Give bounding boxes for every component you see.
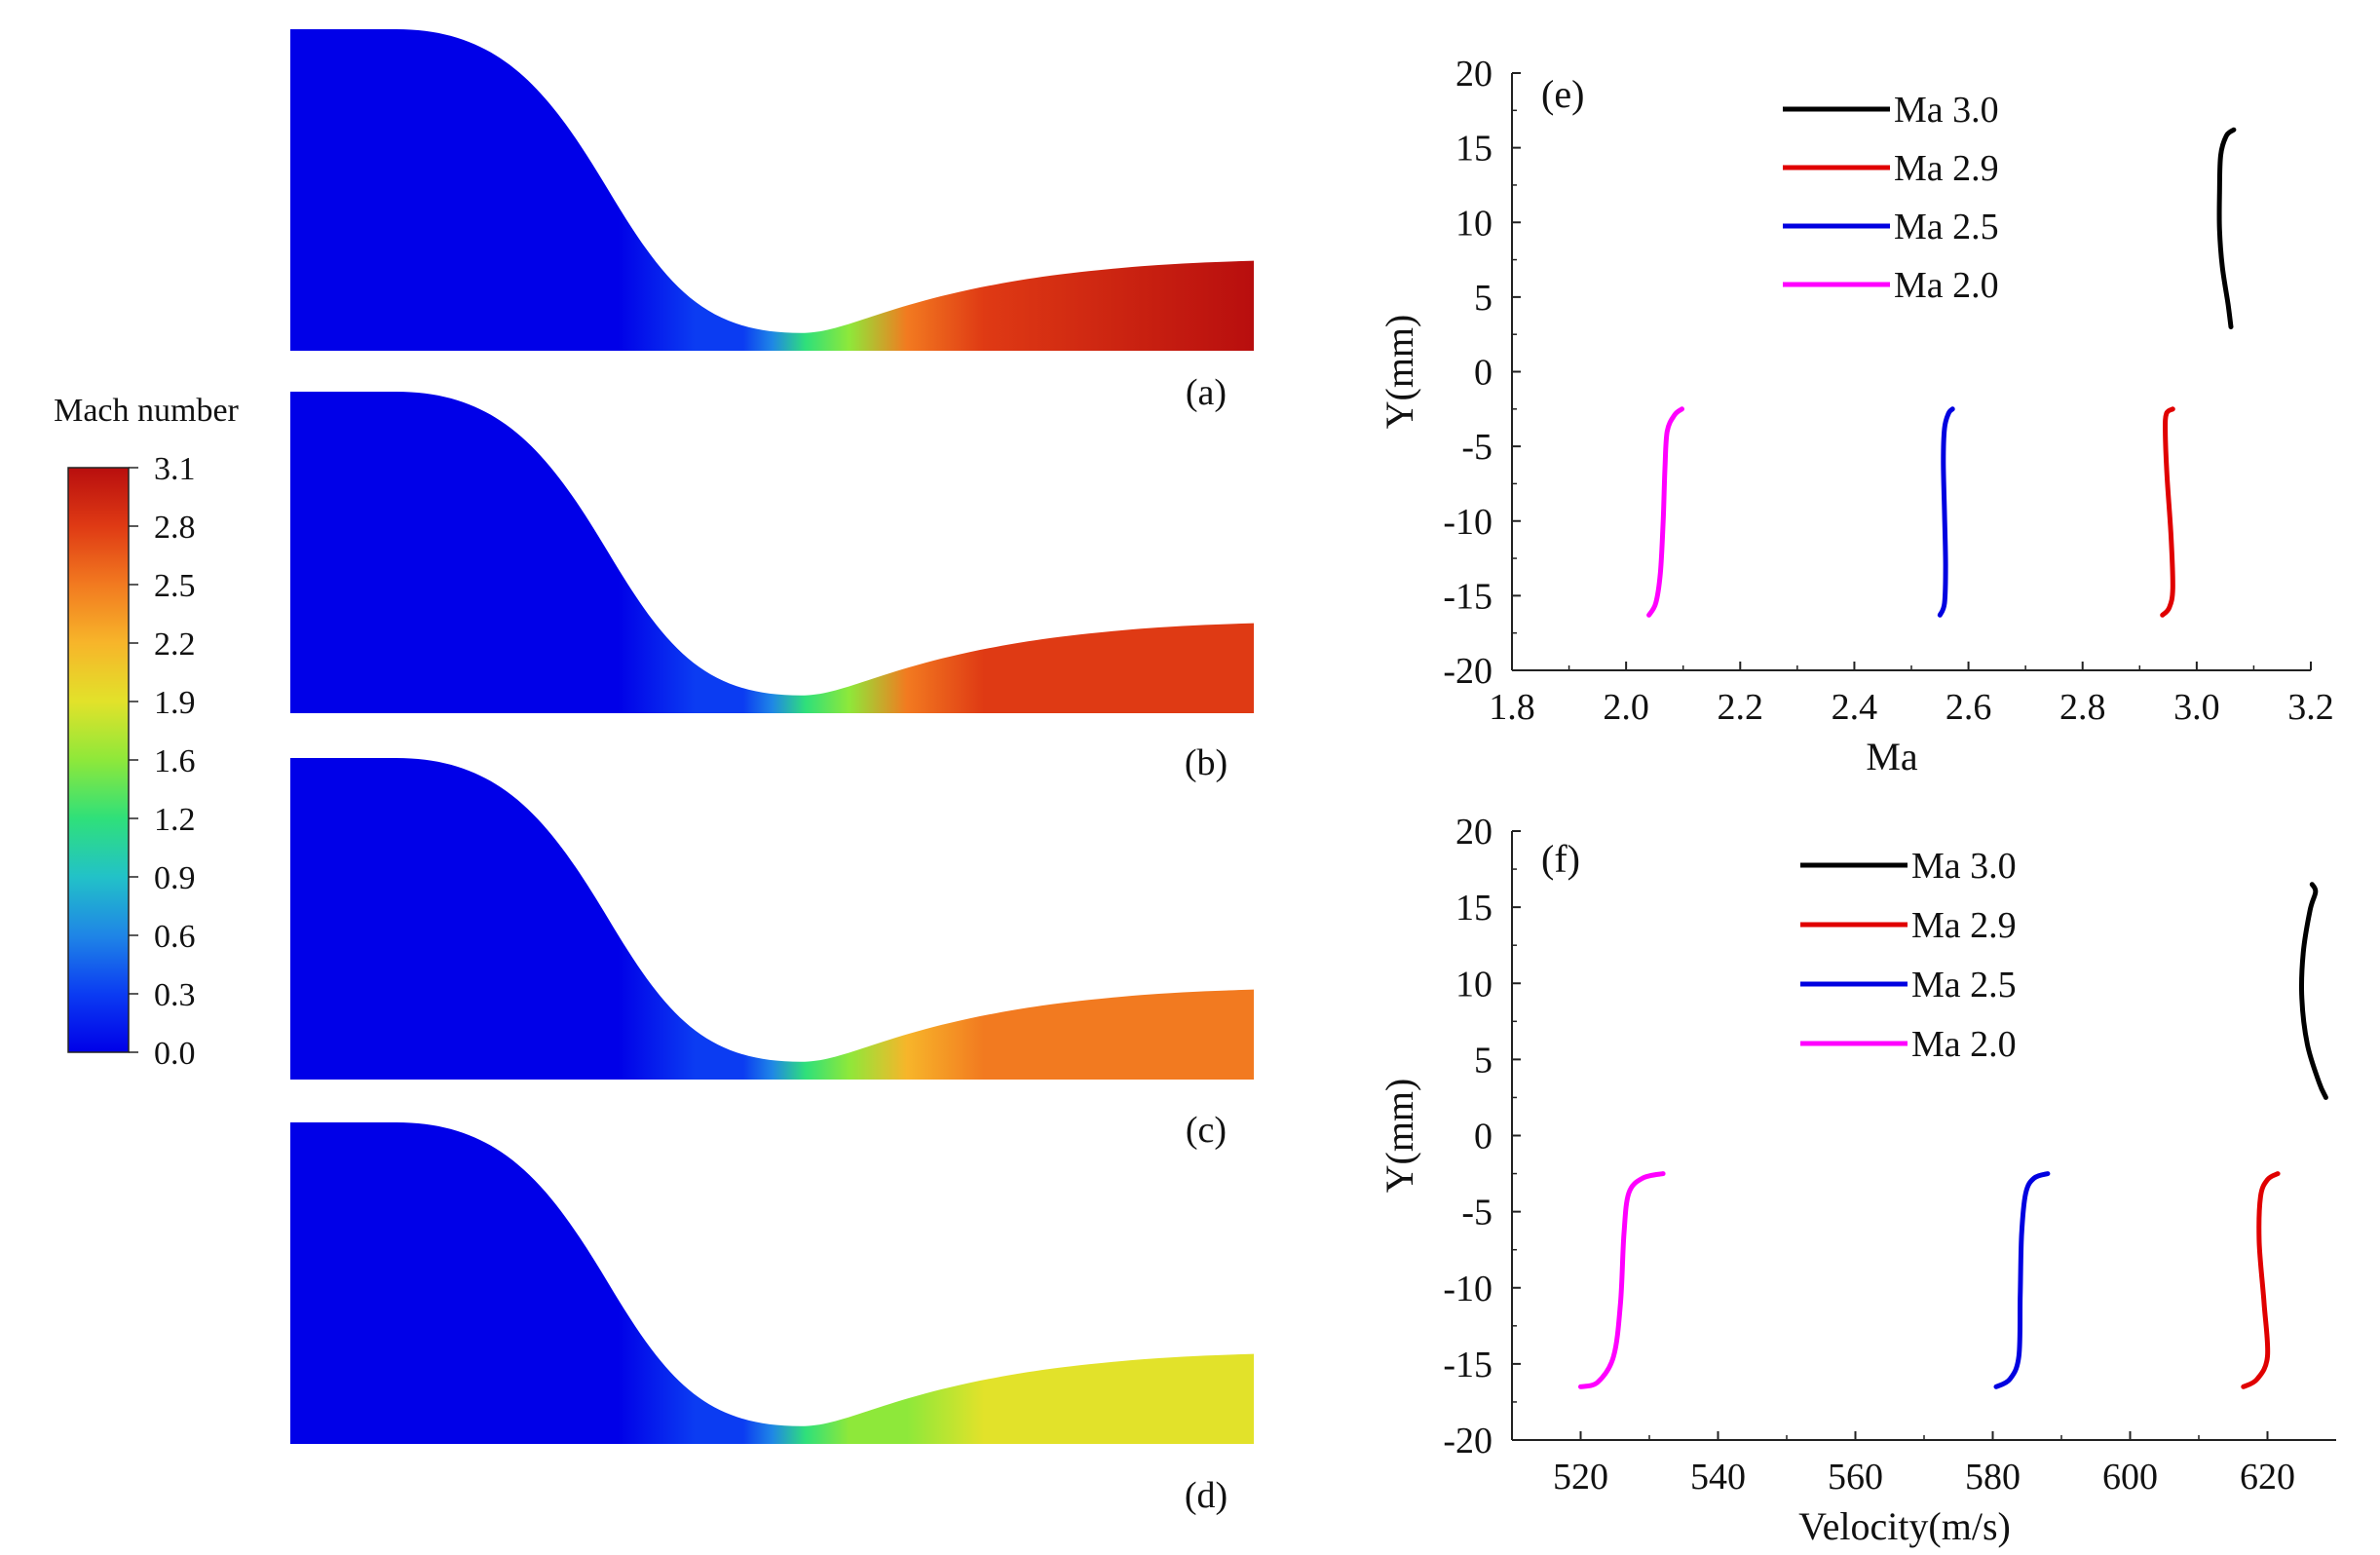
y-tick-label: -20 (1443, 651, 1492, 692)
colorbar-tick-label: 3.1 (154, 451, 196, 487)
x-tick-label: 560 (1828, 1457, 1883, 1498)
colorbar-tick-label: 0.9 (154, 860, 196, 896)
legend-label: Ma 2.9 (1894, 148, 1999, 189)
legend-label: Ma 2.9 (1911, 905, 2017, 946)
x-tick-label: 540 (1690, 1457, 1746, 1498)
x-axis-label: Ma (1866, 735, 1918, 778)
x-tick-label: 1.8 (1489, 687, 1535, 728)
y-tick-label: -10 (1443, 502, 1492, 543)
x-tick-label: 2.2 (1718, 687, 1764, 728)
x-tick-label: 2.8 (2059, 687, 2106, 728)
x-tick-label: 3.2 (2287, 687, 2334, 728)
series-line (2160, 406, 2175, 618)
series-line (2216, 127, 2237, 329)
legend-label: Ma 3.0 (1894, 90, 1999, 131)
y-tick-label: 20 (1455, 54, 1492, 95)
series-line (1993, 1171, 2051, 1389)
colorbar-tick-label: 0.0 (154, 1036, 196, 1072)
nozzle-contour (290, 758, 1254, 1080)
colorbar-title: Mach number (54, 393, 239, 429)
series-line (2241, 1171, 2281, 1389)
y-tick-label: 15 (1455, 129, 1492, 170)
nozzle-contour (290, 1122, 1254, 1444)
series-line (1646, 406, 1684, 618)
y-tick-label: -5 (1461, 1193, 1492, 1233)
colorbar-tick-label: 2.2 (154, 626, 196, 663)
colorbar: Mach number 3.1 2.8 2.5 2.2 1.9 1.6 1.2 0.9 0.6 0… (54, 393, 239, 1072)
y-tick-label: -15 (1443, 1345, 1492, 1385)
y-tick-label: 0 (1474, 353, 1492, 394)
y-axis-label: Y(mm) (1378, 1079, 1421, 1194)
legend-label: Ma 2.5 (1894, 207, 1999, 247)
legend-label: Ma 2.0 (1911, 1024, 2017, 1065)
y-tick-label: 0 (1474, 1117, 1492, 1157)
y-tick-label: 5 (1474, 1040, 1492, 1081)
x-tick-label: 2.4 (1832, 687, 1878, 728)
y-axis-label: Y(mm) (1378, 315, 1421, 430)
x-tick-label: 2.0 (1603, 687, 1649, 728)
contour-label: (b) (1185, 742, 1228, 783)
x-tick-label: 580 (1965, 1457, 2021, 1498)
colorbar-tick-label: 1.2 (154, 802, 196, 838)
y-tick-label: 10 (1455, 203, 1492, 244)
panel-label: (e) (1541, 72, 1584, 116)
colorbar-gradient (67, 467, 130, 1053)
colorbar-tick-label: 2.8 (154, 510, 196, 546)
legend-label: Ma 2.0 (1894, 265, 1999, 306)
y-tick-label: -5 (1461, 427, 1492, 468)
x-tick-label: 3.0 (2173, 687, 2220, 728)
y-tick-label: 20 (1455, 812, 1492, 853)
series-line (2298, 882, 2328, 1100)
y-tick-label: 10 (1455, 964, 1492, 1005)
contour-label: (d) (1185, 1475, 1228, 1516)
y-tick-label: -10 (1443, 1269, 1492, 1309)
nozzle-contour (290, 392, 1254, 713)
y-tick-label: -15 (1443, 576, 1492, 617)
colorbar-tick-label: 1.6 (154, 743, 196, 779)
x-tick-label: 520 (1553, 1457, 1608, 1498)
nozzle-contour (290, 29, 1254, 351)
x-axis-label: Velocity(m/s) (1798, 1504, 2011, 1548)
y-tick-label: -20 (1443, 1421, 1492, 1461)
colorbar-tick-label: 1.9 (154, 685, 196, 721)
panel-label: (f) (1541, 837, 1580, 881)
chart-0: 20 15 10 5 0 -5 -10 -15 -201.8 2.0 2.2 2.4 2.6 2.8 3.0… (1378, 54, 2334, 778)
y-tick-label: 15 (1455, 888, 1492, 929)
series-line (1937, 406, 1955, 618)
chart-1: 20 15 10 5 0 -5 -10 -15 -20 520 540 560 580 600 620 Vel… (1378, 812, 2336, 1548)
contour-label: (c) (1186, 1110, 1227, 1151)
colorbar-tick-label: 0.3 (154, 977, 196, 1013)
colorbar-tick-label: 2.5 (154, 568, 196, 604)
x-tick-label: 2.6 (1946, 687, 1992, 728)
y-tick-label: 5 (1474, 278, 1492, 319)
colorbar-tick-label: 0.6 (154, 919, 196, 955)
legend-label: Ma 3.0 (1911, 846, 2017, 887)
contour-label: (a) (1186, 372, 1227, 413)
x-tick-label: 620 (2240, 1457, 2295, 1498)
legend-label: Ma 2.5 (1911, 965, 2017, 1005)
contour-panels: (a) (b) (c) (d) (290, 29, 1254, 1516)
series-line (1578, 1171, 1666, 1389)
x-tick-label: 600 (2102, 1457, 2158, 1498)
